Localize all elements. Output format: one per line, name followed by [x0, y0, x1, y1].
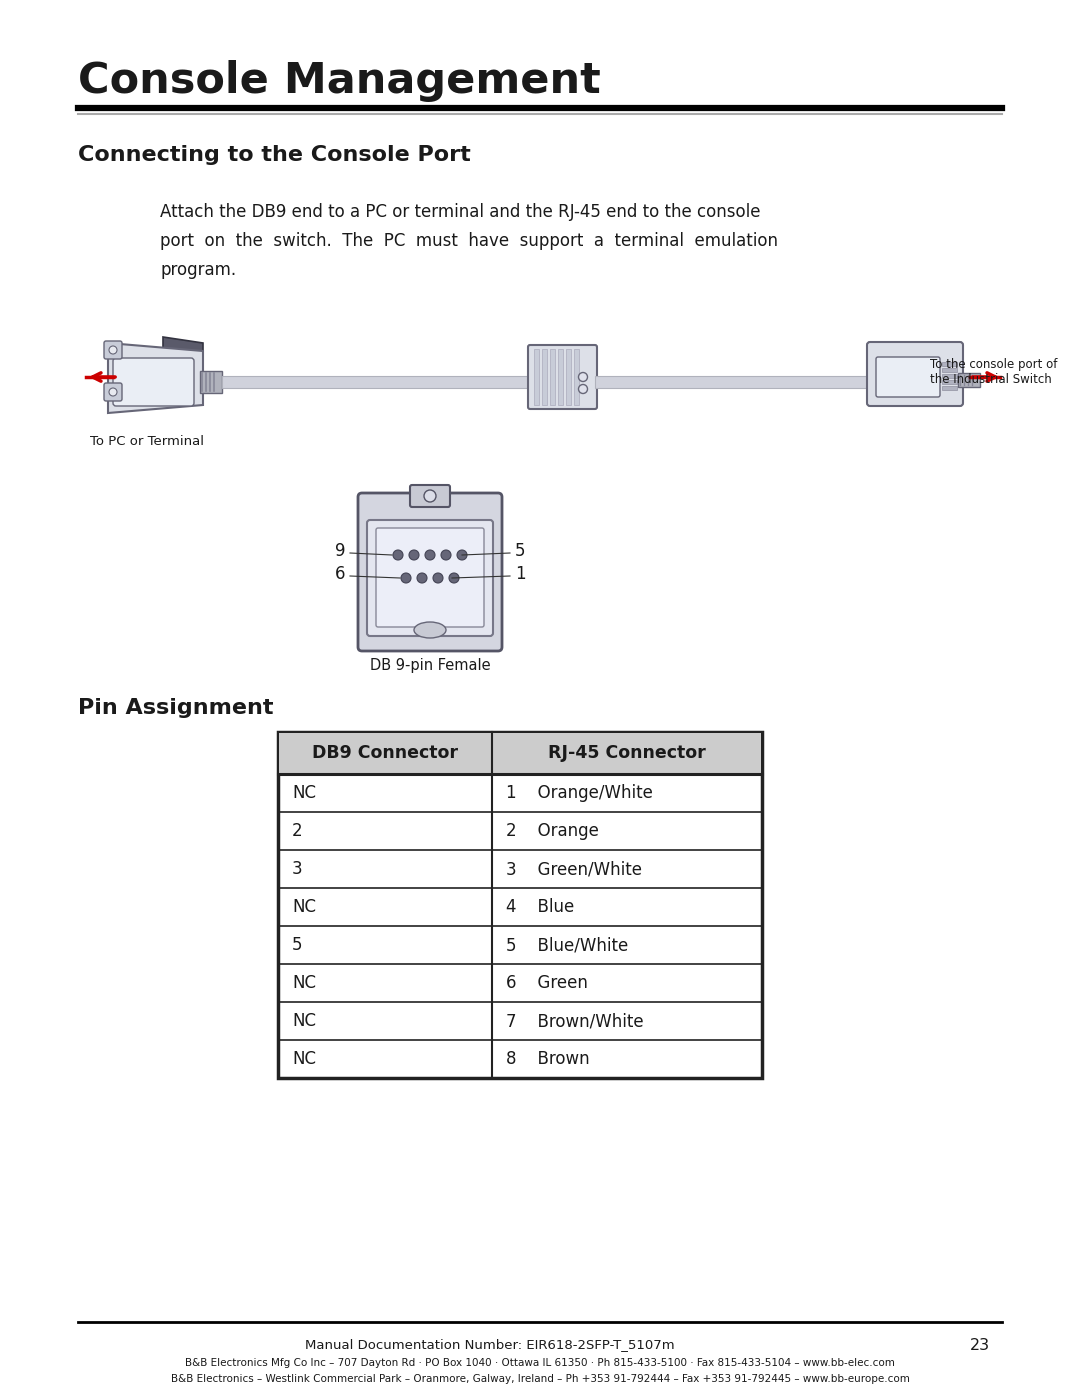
Text: port  on  the  switch.  The  PC  must  have  support  a  terminal  emulation: port on the switch. The PC must have sup…	[160, 232, 778, 250]
FancyBboxPatch shape	[528, 345, 597, 409]
Text: 2: 2	[292, 821, 302, 840]
Bar	[566, 349, 571, 405]
Text: 6    Green: 6 Green	[507, 974, 588, 992]
Bar	[279, 733, 761, 774]
Text: 4    Blue: 4 Blue	[507, 898, 575, 916]
FancyBboxPatch shape	[113, 358, 194, 407]
Text: RJ-45 Connector: RJ-45 Connector	[549, 745, 706, 761]
Text: NC: NC	[292, 1051, 316, 1067]
Text: 5    Blue/White: 5 Blue/White	[507, 936, 629, 954]
Circle shape	[409, 550, 419, 560]
Ellipse shape	[414, 622, 446, 638]
Text: 3: 3	[292, 861, 302, 877]
Circle shape	[449, 573, 459, 583]
Bar	[278, 732, 762, 1078]
Bar	[550, 349, 555, 405]
Text: To PC or Terminal: To PC or Terminal	[90, 434, 204, 448]
Text: program.: program.	[160, 261, 237, 279]
Text: B&B Electronics – Westlink Commercial Park – Oranmore, Galway, Ireland – Ph +353: B&B Electronics – Westlink Commercial Pa…	[171, 1375, 909, 1384]
Bar	[942, 386, 957, 390]
FancyBboxPatch shape	[410, 485, 450, 507]
Circle shape	[579, 373, 588, 381]
Text: NC: NC	[292, 1011, 316, 1030]
FancyBboxPatch shape	[376, 528, 484, 627]
Text: the Industrial Switch: the Industrial Switch	[930, 373, 1052, 386]
FancyBboxPatch shape	[104, 341, 122, 359]
Bar	[942, 374, 957, 379]
Bar	[542, 349, 546, 405]
FancyBboxPatch shape	[876, 358, 940, 397]
Polygon shape	[163, 337, 203, 365]
Circle shape	[441, 550, 451, 560]
Text: 23: 23	[970, 1338, 990, 1354]
Text: 1: 1	[515, 564, 525, 583]
Bar	[558, 349, 563, 405]
Circle shape	[109, 388, 117, 395]
Text: Attach the DB9 end to a PC or terminal and the RJ-45 end to the console: Attach the DB9 end to a PC or terminal a…	[160, 203, 760, 221]
Text: NC: NC	[292, 898, 316, 916]
Text: NC: NC	[292, 974, 316, 992]
Text: Connecting to the Console Port: Connecting to the Console Port	[78, 145, 471, 165]
FancyBboxPatch shape	[367, 520, 492, 636]
Text: To the console port of: To the console port of	[930, 358, 1057, 372]
Circle shape	[109, 346, 117, 353]
Text: Pin Assignment: Pin Assignment	[78, 698, 273, 718]
Bar	[942, 367, 957, 372]
Text: 3    Green/White: 3 Green/White	[507, 861, 642, 877]
FancyBboxPatch shape	[867, 342, 963, 407]
Text: 9: 9	[335, 542, 346, 560]
Circle shape	[433, 573, 443, 583]
Bar	[942, 380, 957, 384]
Text: B&B Electronics Mfg Co Inc – 707 Dayton Rd · PO Box 1040 · Ottawa IL 61350 · Ph : B&B Electronics Mfg Co Inc – 707 Dayton …	[185, 1358, 895, 1368]
Text: Console Management: Console Management	[78, 60, 600, 102]
Bar	[595, 376, 870, 388]
Text: NC: NC	[292, 784, 316, 802]
Text: Manual Documentation Number: EIR618-2SFP-T_5107m: Manual Documentation Number: EIR618-2SFP…	[306, 1338, 675, 1351]
Text: 1    Orange/White: 1 Orange/White	[507, 784, 653, 802]
Bar	[958, 373, 980, 387]
Text: 5: 5	[292, 936, 302, 954]
Circle shape	[424, 490, 436, 502]
Circle shape	[417, 573, 427, 583]
Text: 8    Brown: 8 Brown	[507, 1051, 590, 1067]
Text: 5: 5	[515, 542, 525, 560]
Polygon shape	[108, 344, 203, 414]
Bar	[200, 372, 222, 393]
Circle shape	[393, 550, 403, 560]
Bar	[534, 349, 539, 405]
Text: DB9 Connector: DB9 Connector	[312, 745, 458, 761]
FancyBboxPatch shape	[104, 383, 122, 401]
Bar	[573, 349, 579, 405]
Bar	[942, 362, 957, 366]
Circle shape	[579, 384, 588, 394]
Text: 6: 6	[335, 564, 346, 583]
FancyBboxPatch shape	[357, 493, 502, 651]
Bar	[222, 376, 530, 388]
Text: 7    Brown/White: 7 Brown/White	[507, 1011, 644, 1030]
Circle shape	[401, 573, 411, 583]
Text: 2    Orange: 2 Orange	[507, 821, 599, 840]
Circle shape	[426, 550, 435, 560]
Text: DB 9-pin Female: DB 9-pin Female	[369, 658, 490, 673]
Circle shape	[457, 550, 467, 560]
